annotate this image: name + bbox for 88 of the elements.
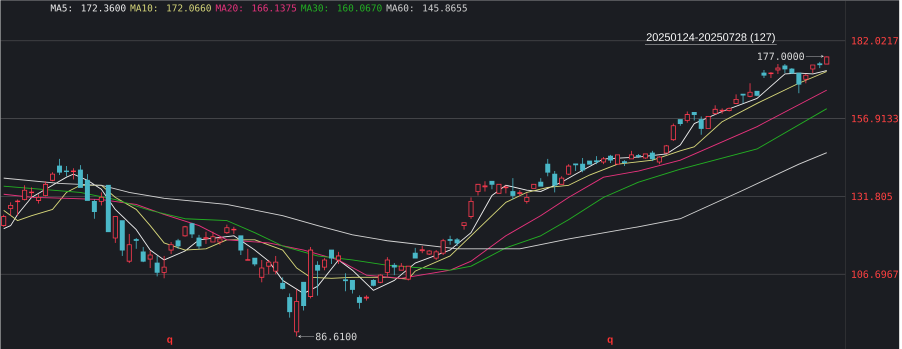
candlestick (482, 180, 488, 192)
candlestick (43, 180, 48, 197)
candlestick (740, 94, 746, 104)
candlestick (775, 64, 780, 74)
candlestick (342, 272, 348, 292)
candlestick (126, 233, 132, 264)
candlestick (98, 192, 104, 206)
candlestick (15, 199, 20, 216)
candlestick (706, 116, 711, 129)
candlestick (552, 170, 558, 193)
candlestick (322, 258, 328, 271)
candlestick (803, 74, 808, 84)
candlestick (476, 184, 480, 196)
candlestick (434, 250, 439, 260)
candlestick (301, 282, 306, 311)
candlestick (510, 178, 516, 200)
candlestick (224, 224, 230, 234)
candlestick (84, 174, 90, 201)
candlestick (615, 154, 620, 165)
candlestick (350, 280, 355, 294)
candlestick (8, 202, 14, 216)
annotation: q (608, 337, 613, 345)
candlestick (78, 164, 83, 188)
candlestick (22, 184, 28, 201)
candlestick (448, 235, 453, 246)
candlestick (566, 164, 572, 176)
candlestick (503, 184, 508, 194)
candlestick (622, 160, 627, 166)
candlestick (594, 156, 600, 165)
candlestick (392, 262, 397, 276)
candlestick (336, 251, 341, 264)
annotation: 20250124-20250728 (127) (646, 32, 775, 44)
y-tick-label: 106.6967 (852, 270, 898, 278)
candlestick (154, 255, 160, 277)
candlestick (768, 72, 774, 78)
candlestick (238, 235, 244, 256)
candlestick (231, 226, 236, 234)
candlestick (29, 186, 34, 198)
candlestick (712, 104, 718, 115)
candlestick (148, 250, 153, 268)
annotation: 86.6100 (316, 332, 356, 340)
candlestick (468, 196, 474, 220)
candlestick (134, 238, 139, 250)
text: MA5: 172.3600 (50, 4, 126, 12)
candlestick (684, 111, 690, 123)
candlestick (210, 231, 216, 242)
candlestick (57, 158, 62, 176)
candlestick (64, 166, 69, 177)
candlestick (440, 238, 446, 256)
candlestick (196, 234, 202, 250)
annotation: 177.0000 (758, 52, 804, 60)
text: MA60: 145.8655 (386, 4, 467, 12)
text: MA30: 160.0670 (301, 4, 382, 12)
annotation: q (167, 337, 172, 345)
candlestick (70, 168, 76, 180)
text: MA20: 166.1375 (216, 4, 296, 12)
candlestick (670, 123, 676, 142)
candlestick (259, 260, 264, 283)
candlestick (329, 250, 334, 264)
candlestick (384, 256, 390, 277)
candlestick (273, 255, 278, 275)
candlestick (280, 276, 286, 290)
candlestick (796, 72, 802, 94)
candlestick (356, 294, 362, 309)
candlestick (650, 150, 655, 162)
text: MA10: 172.0660 (130, 4, 211, 12)
candlestick (92, 199, 97, 220)
candlestick (698, 116, 704, 136)
y-tick-label: 131.805 (852, 192, 892, 200)
y-tick-label: 156.9133 (852, 114, 898, 122)
candlestick (168, 242, 174, 254)
candlestick (112, 216, 118, 244)
y-tick-label: 182.0217 (852, 36, 898, 44)
candlestick (287, 292, 292, 318)
candlestick (162, 255, 167, 279)
candlestick (748, 82, 753, 98)
candlestick (203, 231, 208, 244)
candlestick (412, 247, 418, 258)
candlestick (266, 260, 272, 275)
candlestick (36, 194, 42, 204)
candlestick (580, 158, 586, 173)
candlestick (140, 246, 146, 262)
line-series (3, 152, 828, 250)
candlestick (524, 192, 530, 204)
candlestick (182, 225, 188, 238)
candlestick (176, 238, 181, 250)
candlestick (190, 222, 195, 238)
candlestick (315, 260, 320, 296)
